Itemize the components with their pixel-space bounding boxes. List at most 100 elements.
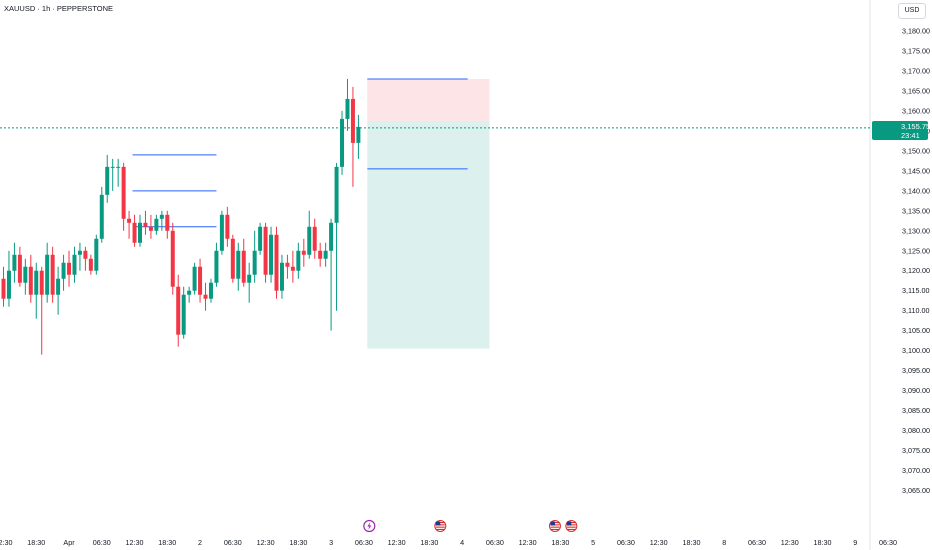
candle-body xyxy=(132,222,137,243)
symbol-title[interactable]: XAUUSD · 1h · PEPPERSTONE xyxy=(4,4,114,13)
candle-body xyxy=(83,250,88,259)
time-axis[interactable]: 12:30 18:30 Apr 06:30 12:30 18:30 2 06:30 12:30 1… xyxy=(0,538,897,547)
candle-body xyxy=(159,214,164,219)
time-tick-label: 06:30 xyxy=(355,538,373,547)
time-tick-label: 06:30 xyxy=(224,538,242,547)
time-tick-label: 5 xyxy=(591,538,595,547)
bullish-candle xyxy=(56,266,61,315)
bullish-candle xyxy=(154,214,159,235)
take-profit-zone[interactable] xyxy=(367,120,490,349)
candle-body xyxy=(181,294,186,335)
bullish-candle xyxy=(6,250,11,307)
candle-body xyxy=(203,294,208,299)
time-tick-label: 12:30 xyxy=(257,538,275,547)
flag-stripe xyxy=(566,528,576,530)
candle-body xyxy=(263,226,268,275)
bullish-candle xyxy=(334,162,339,311)
candle-body xyxy=(39,270,44,295)
candle-body xyxy=(301,250,306,255)
candle-body xyxy=(290,266,295,271)
time-tick-label: 06:30 xyxy=(617,538,635,547)
bullish-candle xyxy=(247,262,252,303)
candle-body xyxy=(94,238,99,271)
bullish-candle xyxy=(208,278,213,303)
bearish-candle xyxy=(67,250,72,287)
bearish-candle xyxy=(28,254,33,303)
candle-body xyxy=(72,254,77,275)
time-tick-label: 06:30 xyxy=(93,538,111,547)
candle-body xyxy=(340,118,345,167)
bearish-candle xyxy=(148,214,153,239)
bearish-candle xyxy=(132,214,137,247)
bearish-candle xyxy=(83,246,88,271)
candle-body xyxy=(241,250,246,283)
time-tick-label: 18:30 xyxy=(814,538,832,547)
bullish-candle xyxy=(99,186,104,243)
candle-body xyxy=(77,250,82,255)
bullish-candle xyxy=(356,114,361,159)
bullish-candle xyxy=(345,78,350,131)
candle-body xyxy=(127,218,132,223)
bullish-candle xyxy=(45,242,50,303)
bar-countdown: 23:41 xyxy=(901,130,920,140)
bullish-candle xyxy=(258,222,263,255)
candle-body xyxy=(274,234,279,291)
price-tick-label: 3,095.00 xyxy=(902,366,930,375)
candle-body xyxy=(99,194,104,239)
bullish-candle xyxy=(23,258,28,295)
bullish-candle xyxy=(269,226,274,283)
candle-body xyxy=(198,266,203,295)
bullish-candle xyxy=(296,242,301,279)
price-tick-label: 3,145.00 xyxy=(902,166,930,175)
candle-body xyxy=(323,250,328,259)
bearish-candle xyxy=(290,250,295,283)
time-tick-label: 12:30 xyxy=(650,538,668,547)
lightning-bolt xyxy=(367,522,372,530)
bearish-candle xyxy=(198,258,203,303)
us-flag-icon[interactable] xyxy=(565,520,578,532)
stop-loss-zone[interactable] xyxy=(367,78,490,121)
bullish-candle xyxy=(187,286,192,303)
us-flag-icon[interactable] xyxy=(548,520,561,532)
candle-body xyxy=(176,286,181,335)
currency-button[interactable]: USD xyxy=(898,3,926,19)
time-tick-label: 3 xyxy=(329,538,333,547)
bearish-candle xyxy=(1,266,6,307)
flag-stripe xyxy=(566,526,576,528)
event-markers[interactable] xyxy=(363,519,578,533)
bearish-candle xyxy=(176,274,181,347)
price-tick-label: 3,180.00 xyxy=(902,27,930,36)
time-tick-label: 18:30 xyxy=(420,538,438,547)
candle-body xyxy=(318,250,323,259)
candle-body xyxy=(154,218,159,231)
bullish-candle xyxy=(12,242,17,283)
price-axis[interactable]: 3,065.00 3,070.00 3,075.00 3,080.00 3,085.00… xyxy=(902,27,930,496)
candles xyxy=(1,78,361,355)
bearish-candle xyxy=(121,162,126,231)
lightning-event-icon[interactable] xyxy=(363,519,376,533)
bullish-candle xyxy=(138,214,142,247)
time-tick-label: 12:30 xyxy=(781,538,799,547)
us-flag-icon[interactable] xyxy=(434,520,447,532)
candle-body xyxy=(23,266,28,283)
bearish-candle xyxy=(127,210,132,239)
candle-body xyxy=(236,250,241,279)
time-tick-label: 06:30 xyxy=(748,538,766,547)
bullish-candle xyxy=(110,158,115,191)
bullish-candle xyxy=(307,210,312,259)
time-tick-label: 18:30 xyxy=(289,538,307,547)
candle-body xyxy=(334,166,339,223)
bullish-candle xyxy=(279,254,284,299)
price-tick-label: 3,070.00 xyxy=(902,466,930,475)
candle-body xyxy=(61,262,66,279)
position-tool[interactable] xyxy=(367,78,490,349)
bullish-candle xyxy=(252,230,257,283)
candle-body xyxy=(192,266,197,291)
bullish-candle xyxy=(61,254,66,291)
candle-body xyxy=(121,166,126,219)
last-price-tag: 3,155.75 23:41 xyxy=(872,120,930,140)
candle-body xyxy=(148,226,153,231)
bullish-candle xyxy=(94,234,99,275)
bullish-candle xyxy=(72,246,77,283)
